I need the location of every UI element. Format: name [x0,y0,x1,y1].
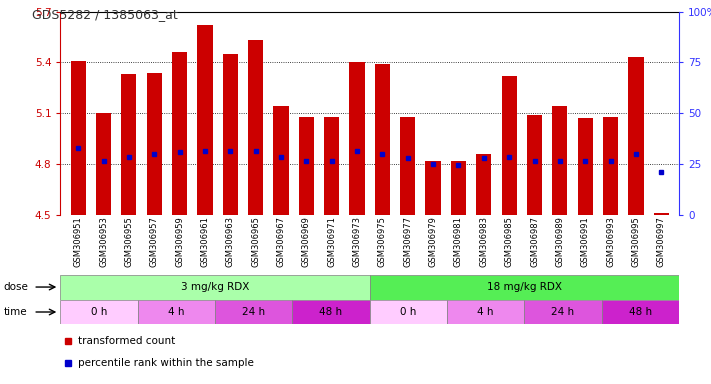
Bar [425,161,441,215]
Bar [501,76,517,215]
Bar [299,117,314,215]
Text: transformed count: transformed count [77,336,175,346]
Bar [653,214,669,215]
Bar [122,74,137,215]
Bar [198,25,213,215]
Bar [138,300,215,324]
Bar [602,300,679,324]
Bar [96,113,111,215]
Bar [274,106,289,215]
Text: 0 h: 0 h [400,307,417,317]
Bar [527,115,542,215]
Bar [223,54,238,215]
Text: 48 h: 48 h [319,307,343,317]
Bar [349,62,365,215]
Bar [60,275,370,300]
Text: 4 h: 4 h [478,307,494,317]
Bar [292,300,370,324]
Bar [375,64,390,215]
Text: time: time [4,307,27,317]
Text: 3 mg/kg RDX: 3 mg/kg RDX [181,282,250,292]
Bar [324,117,339,215]
Bar [476,154,491,215]
Bar [603,117,618,215]
Text: 24 h: 24 h [552,307,574,317]
Bar [146,73,162,215]
Bar [451,161,466,215]
Text: 48 h: 48 h [629,307,652,317]
Text: 24 h: 24 h [242,307,265,317]
Text: GDS5282 / 1385063_at: GDS5282 / 1385063_at [32,8,178,21]
Bar [577,118,593,215]
Bar [248,40,263,215]
Text: 18 mg/kg RDX: 18 mg/kg RDX [487,282,562,292]
Text: dose: dose [4,282,28,292]
Bar [70,61,86,215]
Text: 0 h: 0 h [91,307,107,317]
Bar [172,52,187,215]
Bar [629,57,643,215]
Bar [60,300,138,324]
Bar [370,300,447,324]
Bar [552,106,567,215]
Bar [370,275,679,300]
Text: percentile rank within the sample: percentile rank within the sample [77,358,254,368]
Bar [524,300,602,324]
Bar [215,300,292,324]
Bar [400,117,415,215]
Text: 4 h: 4 h [169,307,185,317]
Bar [447,300,524,324]
